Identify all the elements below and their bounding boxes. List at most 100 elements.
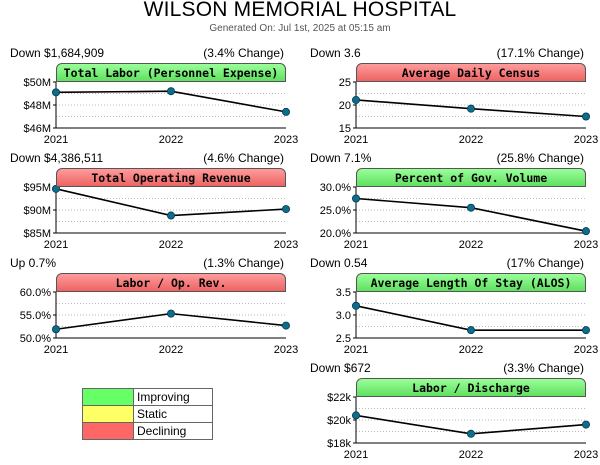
data-point: [352, 301, 361, 310]
x-tick-label: 2022: [459, 239, 483, 251]
x-tick-label: 2022: [459, 449, 483, 461]
chart-title-banner: Average Length Of Stay (ALOS): [356, 273, 586, 292]
y-tick-label: $20k: [327, 415, 351, 427]
data-point: [52, 88, 61, 97]
change-percent: (17% Change): [506, 256, 584, 270]
data-point: [466, 326, 475, 335]
line-chart: 60.0% 55.0% 50.0%2021 2022 2023: [20, 287, 298, 356]
change-amount: Down 0.54: [310, 256, 368, 270]
x-tick-label: 2021: [44, 344, 68, 356]
data-point: [352, 194, 361, 203]
data-point: [466, 203, 475, 212]
x-tick-label: 2021: [344, 239, 368, 251]
change-percent: (4.6% Change): [203, 151, 284, 165]
legend-swatch-static: [82, 405, 134, 423]
data-point: [581, 112, 590, 121]
data-point: [466, 104, 475, 113]
x-tick-label: 2023: [574, 344, 598, 356]
data-point: [581, 420, 590, 429]
x-tick-label: 2021: [44, 239, 68, 251]
legend-row-static: Static: [82, 405, 213, 423]
data-point: [581, 227, 590, 236]
change-percent: (17.1% Change): [496, 46, 584, 60]
data-point: [581, 326, 590, 335]
y-tick-label: 50.0%: [20, 333, 51, 345]
x-tick-label: 2021: [344, 449, 368, 461]
x-tick-label: 2023: [574, 449, 598, 461]
chart-title-banner: Total Labor (Personnel Expense): [56, 63, 286, 82]
y-tick-label: 55.0%: [20, 310, 51, 322]
data-point: [281, 321, 290, 330]
y-tick-label: $46M: [23, 123, 51, 135]
data-point: [166, 211, 175, 220]
y-tick-label: 20.0%: [320, 228, 351, 240]
chart-title-banner: Labor / Discharge: [356, 378, 586, 397]
x-tick-label: 2021: [44, 134, 68, 146]
y-tick-label: $85M: [23, 228, 51, 240]
x-tick-label: 2022: [459, 344, 483, 356]
chart-card-total-operating-revenue: $95M $90M $85M 2021 2022 2023 Down $4,386,511…: [0, 151, 300, 253]
x-tick-label: 2022: [159, 344, 183, 356]
y-tick-label: 3.5: [336, 287, 351, 299]
data-point: [281, 205, 290, 214]
y-tick-label: $18k: [327, 438, 351, 450]
y-tick-label: $50M: [23, 77, 51, 89]
change-percent: (25.8% Change): [496, 151, 584, 165]
chart-card-labor-per-discharge: $22k $20k $18k 2021 2022 2023 Down $672 (3.3%…: [300, 361, 600, 463]
y-tick-label: $90M: [23, 205, 51, 217]
change-amount: Down $4,386,511: [10, 151, 104, 165]
y-tick-label: $22k: [327, 392, 351, 404]
change-amount: Down $672: [310, 361, 371, 375]
y-tick-label: 15: [339, 123, 351, 135]
chart-title-banner: Percent of Gov. Volume: [356, 168, 586, 187]
x-tick-label: 2021: [344, 134, 368, 146]
line-chart: 30.0% 25.0% 20.0%2021 2022 2023: [320, 182, 598, 251]
status-legend: Improving Static Declining: [82, 388, 213, 440]
legend-swatch-declining: [82, 422, 134, 440]
data-point: [352, 411, 361, 420]
y-tick-label: 25.0%: [320, 205, 351, 217]
chart-card-percent-gov-volume: 30.0% 25.0% 20.0% 2021 2022 2023 Down 7.1% (2…: [300, 151, 600, 253]
page-title: WILSON MEMORIAL HOSPITAL: [143, 0, 457, 21]
data-point: [166, 87, 175, 96]
change-percent: (1.3% Change): [203, 256, 284, 270]
chart-title-banner: Average Daily Census: [356, 63, 586, 82]
x-tick-label: 2023: [574, 239, 598, 251]
chart-card-average-length-of-stay: 3.5 3.0 2.5 2021 2022 2023 Down 0.54 (17% Cha…: [300, 256, 600, 358]
y-tick-label: 2.5: [336, 333, 351, 345]
change-percent: (3.3% Change): [503, 361, 584, 375]
x-tick-label: 2023: [274, 239, 298, 251]
y-tick-label: $48M: [23, 100, 51, 112]
x-tick-label: 2023: [274, 344, 298, 356]
x-tick-label: 2023: [574, 134, 598, 146]
legend-swatch-improving: [82, 388, 134, 406]
data-point: [466, 429, 475, 438]
legend-label: Declining: [133, 422, 213, 440]
generated-timestamp: Generated On: Jul 1st, 2025 at 05:15 am: [209, 23, 391, 34]
x-tick-label: 2022: [159, 134, 183, 146]
data-point: [166, 309, 175, 318]
data-point: [352, 95, 361, 104]
y-tick-label: 25: [339, 77, 351, 89]
chart-title-banner: Total Operating Revenue: [56, 168, 286, 187]
legend-row-declining: Declining: [82, 422, 213, 440]
change-amount: Up 0.7%: [10, 256, 57, 270]
data-point: [281, 107, 290, 116]
x-tick-label: 2021: [344, 344, 368, 356]
legend-label: Static: [133, 405, 213, 423]
legend-row-improving: Improving: [82, 388, 213, 406]
change-percent: (3.4% Change): [203, 46, 284, 60]
y-tick-label: 30.0%: [320, 182, 351, 194]
x-tick-label: 2022: [159, 239, 183, 251]
x-tick-label: 2023: [274, 134, 298, 146]
change-amount: Down $1,684,909: [10, 46, 105, 60]
y-tick-label: 3.0: [336, 310, 351, 322]
change-amount: Down 3.6: [310, 46, 361, 60]
chart-card-average-daily-census: 25 20 15 2021 2022 2023 Down 3.6 (17.1% Chang…: [300, 46, 600, 148]
change-amount: Down 7.1%: [310, 151, 372, 165]
legend-label: Improving: [133, 388, 213, 406]
y-tick-label: 20: [339, 100, 351, 112]
